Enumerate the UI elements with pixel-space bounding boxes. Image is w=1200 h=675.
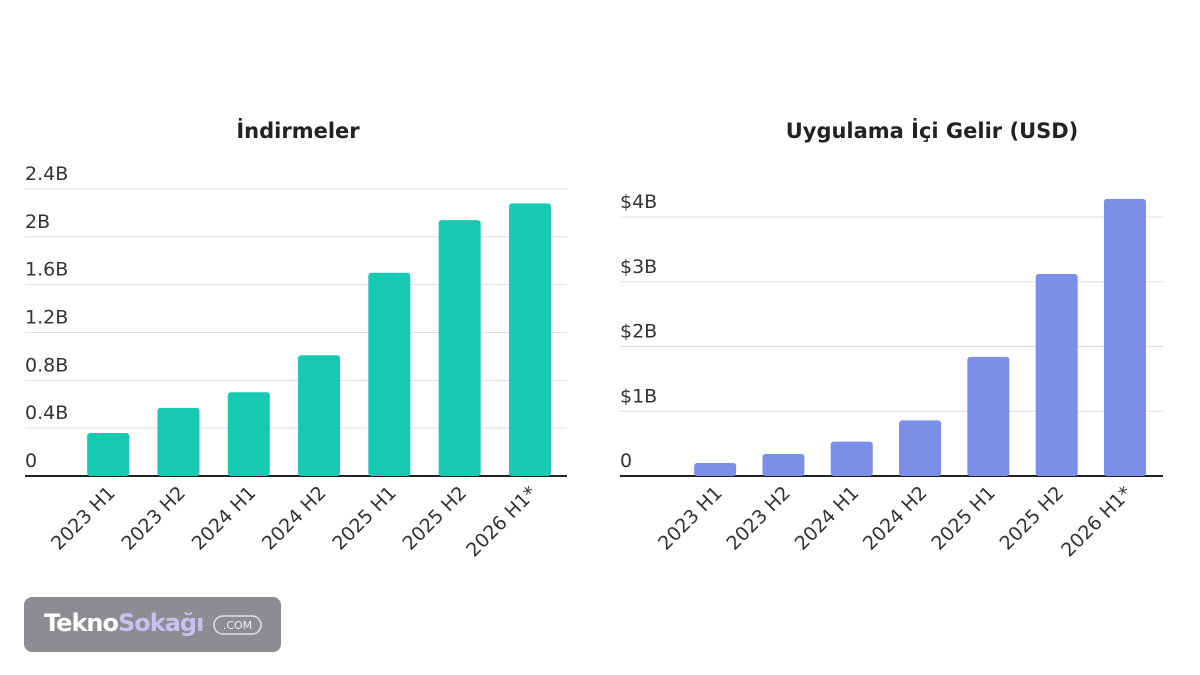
x-tick-label: 2023 H2 (722, 482, 795, 555)
bar (762, 453, 805, 476)
y-tick-label: $4B (620, 191, 657, 213)
bar (157, 407, 200, 476)
logo-part1: Tekno (44, 609, 119, 637)
bar (967, 356, 1010, 476)
y-tick-label: 2B (25, 211, 50, 233)
x-tick-label: 2025 H2 (996, 482, 1069, 555)
y-tick-label: $1B (620, 385, 657, 407)
bar (899, 420, 942, 476)
y-tick-label: 2.4B (25, 163, 68, 185)
x-tick-label: 2024 H1 (791, 482, 864, 555)
x-tick-label: 2024 H2 (258, 482, 331, 555)
y-tick-label: 0 (620, 450, 632, 472)
bar (1035, 273, 1078, 476)
y-tick-label: 1.6B (25, 259, 68, 281)
x-tick-label: 2023 H1 (654, 482, 727, 555)
chart-title: İndirmeler (236, 118, 360, 143)
x-tick-label: 2026 H1* (1057, 482, 1136, 561)
x-tick-label: 2024 H1 (188, 482, 261, 555)
x-tick-label: 2025 H2 (399, 482, 472, 555)
y-tick-label: 0.4B (25, 402, 68, 424)
x-tick-label: 2025 H1 (328, 482, 401, 555)
logo-text: TeknoSokağı (44, 609, 203, 637)
bar (298, 355, 341, 476)
bar (694, 463, 737, 476)
x-tick-label: 2026 H1* (462, 482, 541, 561)
y-tick-label: $3B (620, 256, 657, 278)
x-tick-label: 2025 H1 (927, 482, 1000, 555)
logo-suffix: .COM (223, 619, 252, 632)
logo-part2: Sokağı (118, 609, 203, 637)
bar (830, 441, 873, 476)
x-tick-label: 2023 H2 (117, 482, 190, 555)
bar (508, 203, 551, 476)
bar (87, 432, 130, 476)
y-tick-label: 1.2B (25, 307, 68, 329)
logo-suffix-box (213, 615, 262, 635)
chart-title: Uygulama İçi Gelir (USD) (786, 118, 1079, 143)
x-tick-label: 2024 H2 (859, 482, 932, 555)
y-tick-label: 0 (25, 450, 37, 472)
y-tick-label: 0.8B (25, 354, 68, 376)
logo-box (24, 597, 281, 652)
bar (1103, 198, 1146, 476)
y-tick-label: $2B (620, 321, 657, 343)
bar (438, 220, 481, 476)
bar (368, 272, 411, 476)
x-tick-label: 2023 H1 (47, 482, 120, 555)
bar (227, 392, 270, 476)
